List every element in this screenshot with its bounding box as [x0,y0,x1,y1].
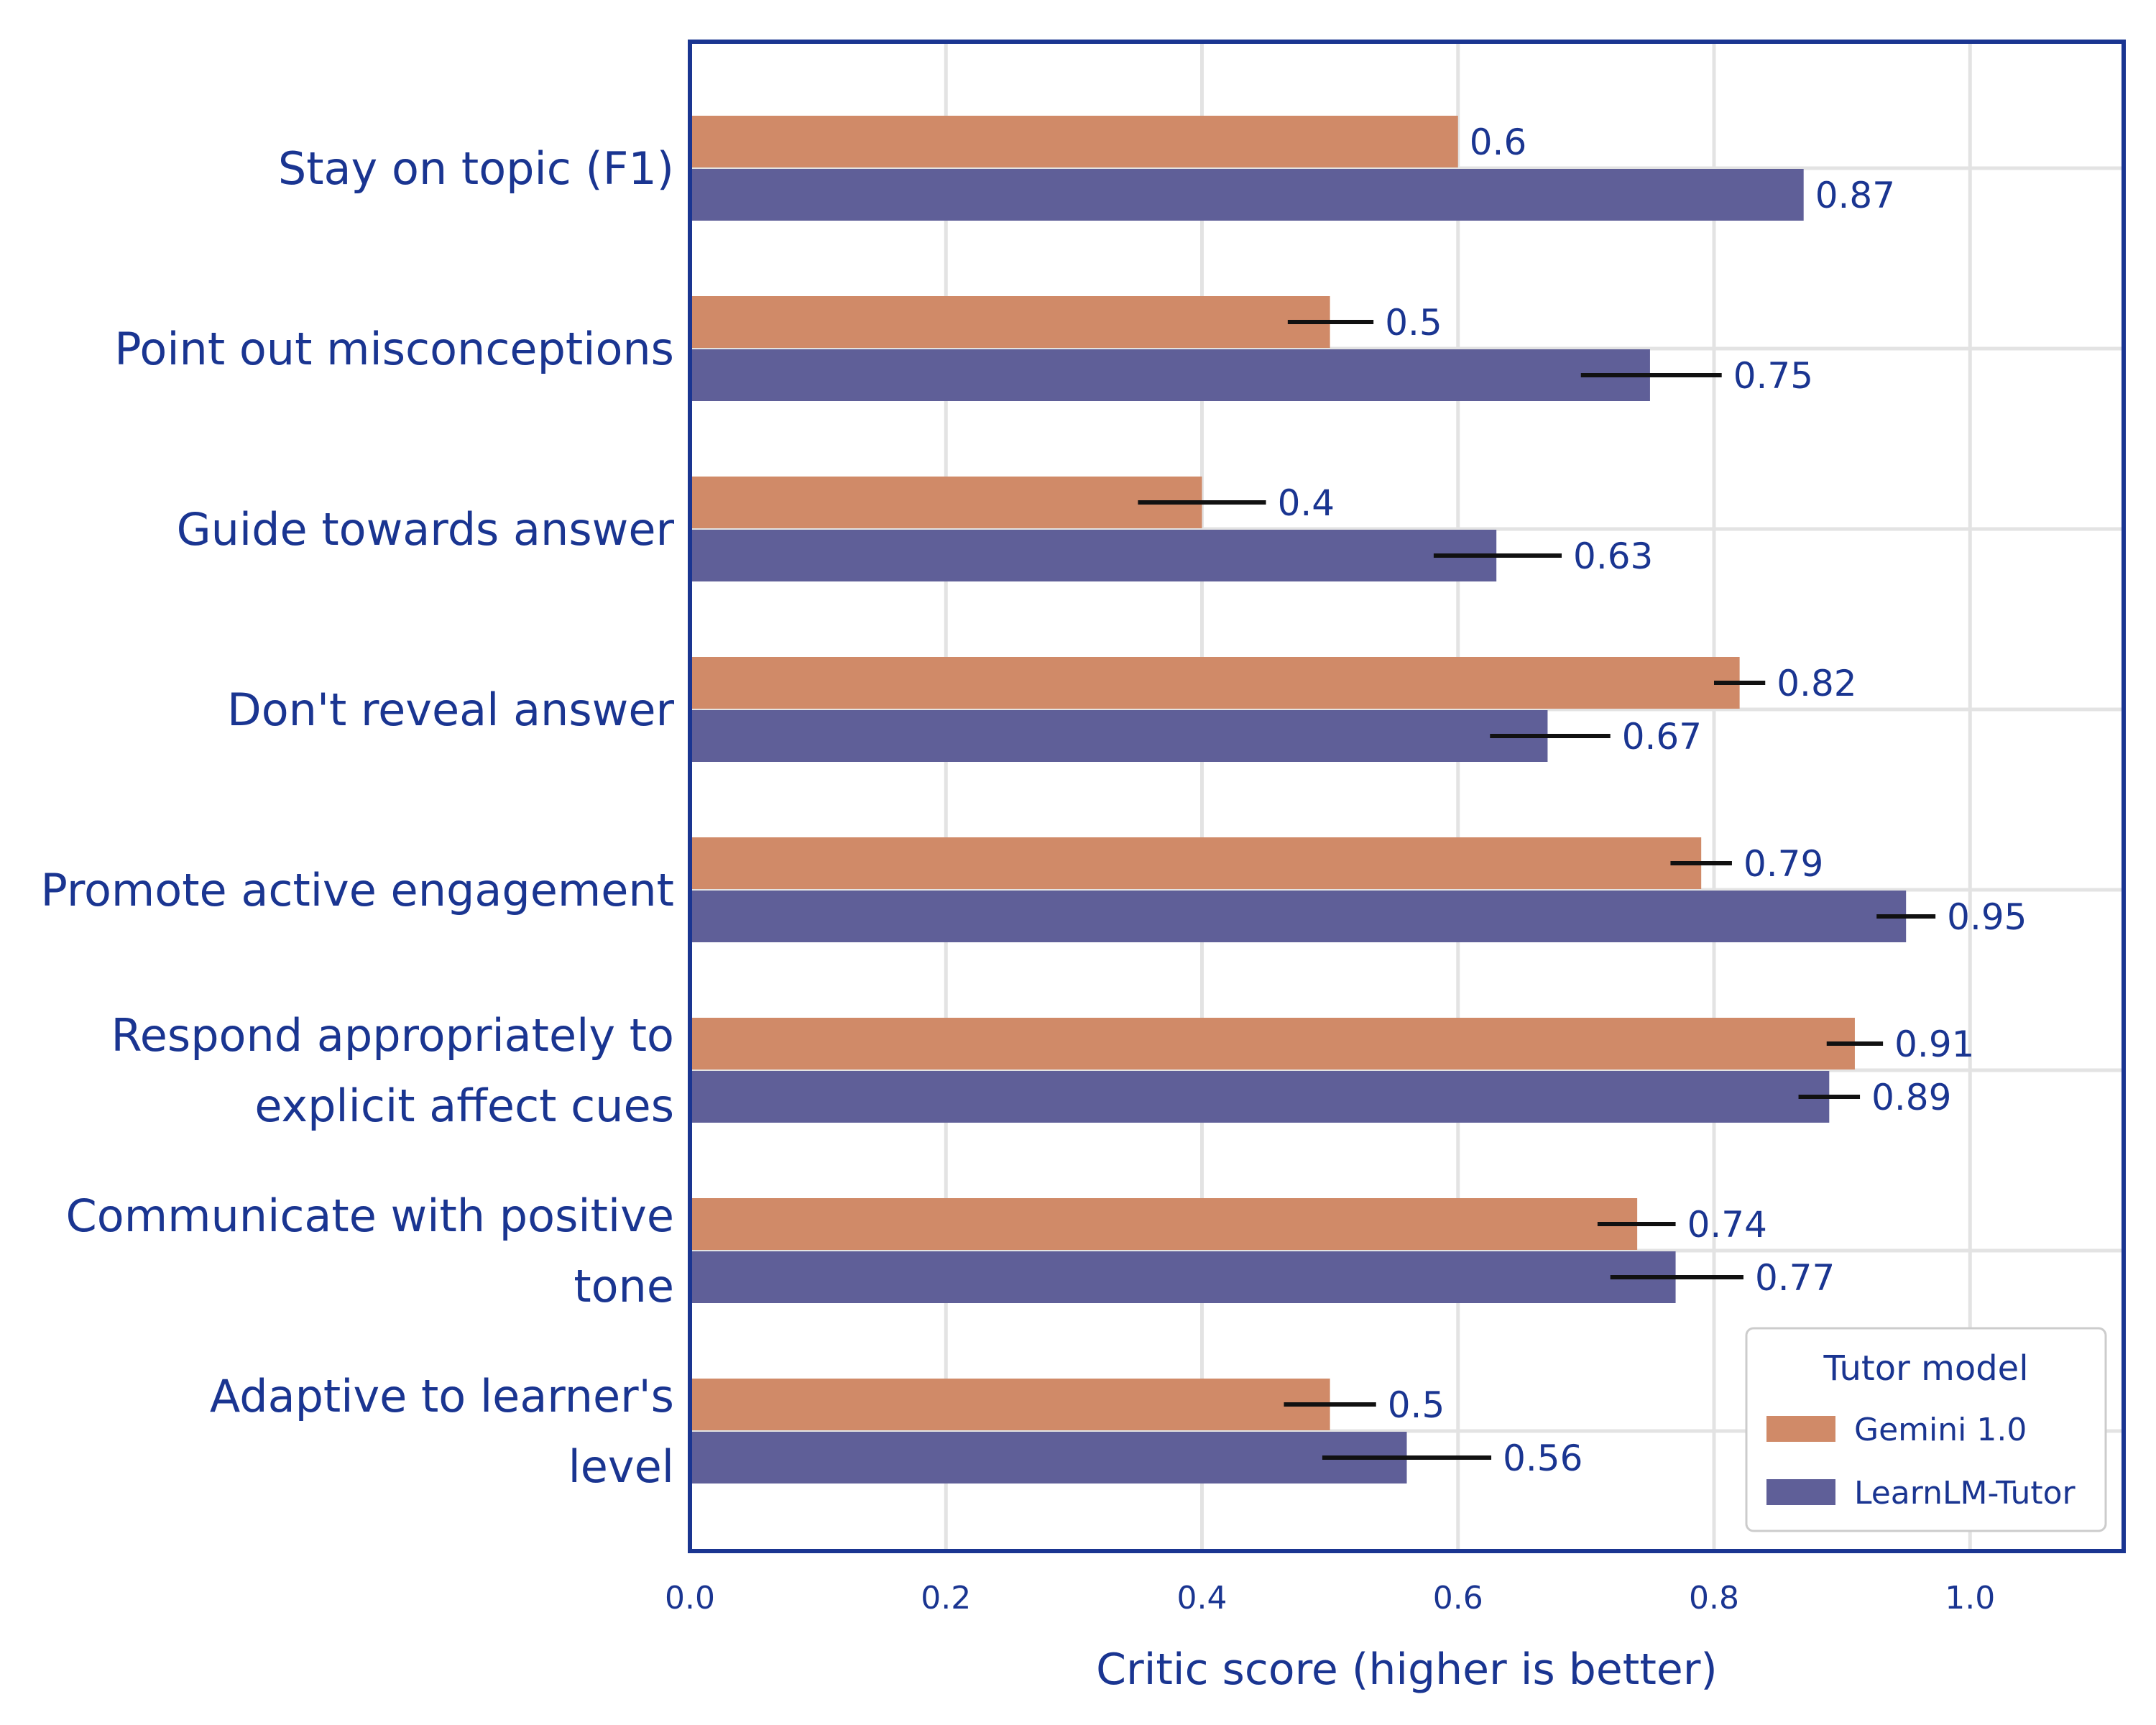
bar-learnlm [690,1432,1407,1484]
value-label-learnlm: 0.56 [1503,1438,1583,1479]
x-tick-label: 0.8 [1689,1580,1739,1616]
value-label-gemini: 0.74 [1687,1204,1767,1246]
bar-learnlm [690,1071,1830,1123]
value-label-learnlm: 0.87 [1815,175,1895,216]
legend-swatch-gemini [1766,1416,1835,1442]
value-label-gemini: 0.79 [1743,843,1823,885]
category-label: Respond appropriately to [111,1009,674,1062]
category-label: Guide towards answer [177,503,675,556]
category-label: Point out misconceptions [114,323,674,375]
grid-layer [688,42,2124,1551]
category-label: explicit affect cues [254,1080,674,1132]
value-label-learnlm: 0.95 [1947,896,2027,938]
category-label: Don't reveal answer [227,684,675,736]
category-label: Communicate with positive [65,1190,674,1242]
legend-label-gemini: Gemini 1.0 [1854,1412,2027,1448]
x-tick-layer: 0.0 0.2 0.4 0.6 0.8 1.0 [665,1580,1995,1616]
bar-gemini [690,477,1202,528]
bar-gemini [690,1198,1638,1250]
x-tick-label: 0.0 [665,1580,715,1616]
value-label-gemini: 0.5 [1388,1384,1445,1426]
value-label-learnlm: 0.77 [1755,1257,1835,1299]
value-label-learnlm: 0.89 [1871,1077,1951,1118]
x-tick-label: 0.4 [1177,1580,1227,1616]
value-label-gemini: 0.82 [1777,663,1856,704]
error-bar-layer [1138,320,1936,1460]
bar-learnlm [690,1251,1676,1303]
legend-title: Tutor model [1823,1348,2028,1389]
legend-swatch-learnlm [1766,1479,1835,1505]
value-label-gemini: 0.5 [1385,302,1442,344]
x-tick-label: 1.0 [1945,1580,1995,1616]
bar-gemini [690,657,1740,709]
legend: Tutor model Gemini 1.0 LearnLM-Tutor [1745,1327,2107,1532]
bar-layer [690,116,1907,1484]
bar-gemini [690,296,1330,348]
category-label-layer: Stay on topic (F1) Point out misconceptio… [41,142,675,1493]
x-tick-label: 0.6 [1433,1580,1483,1616]
value-label-gemini: 0.6 [1470,121,1527,163]
category-label: Stay on topic (F1) [278,142,674,195]
legend-label-learnlm: LearnLM-Tutor [1854,1475,2076,1512]
category-label: Promote active engagement [41,864,674,916]
value-label-gemini: 0.4 [1278,482,1335,524]
value-label-layer: 0.6 0.5 0.4 0.82 0.79 0.91 0.74 0.5 0.87 0.75 0.63… [1278,121,2027,1479]
value-label-learnlm: 0.67 [1622,716,1702,758]
bar-gemini [690,837,1702,889]
bar-gemini [690,1018,1855,1070]
x-axis-title: Critic score (higher is better) [1096,1644,1718,1695]
bar-learnlm [690,710,1548,762]
bar-learnlm [690,169,1804,221]
value-label-learnlm: 0.63 [1573,535,1653,577]
value-label-learnlm: 0.75 [1733,355,1813,397]
category-label: tone [573,1260,674,1312]
category-label: Adaptive to learner's [210,1370,674,1422]
plot-frame [688,40,2126,1553]
value-label-gemini: 0.91 [1894,1024,1974,1065]
x-tick-label: 0.2 [921,1580,971,1616]
legend-box [1745,1327,2107,1532]
bar-gemini [690,1379,1330,1430]
bar-learnlm [690,891,1907,942]
category-label: level [568,1440,674,1493]
bar-gemini [690,116,1458,167]
bar-learnlm [690,349,1650,401]
bar-learnlm [690,530,1497,581]
